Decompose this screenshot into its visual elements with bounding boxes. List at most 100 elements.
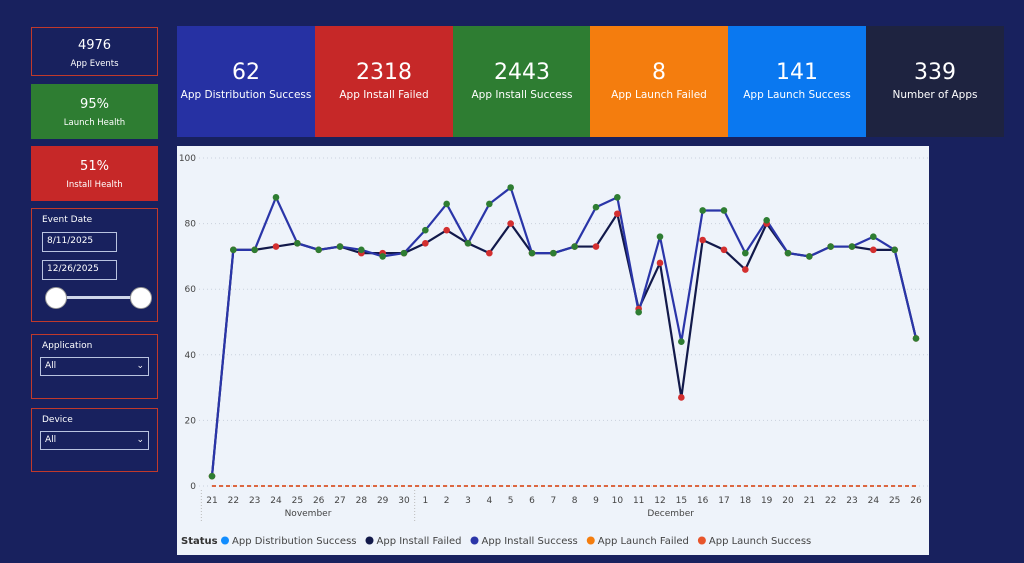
series-line bbox=[210, 185, 918, 477]
y-tick-label: 40 bbox=[185, 351, 197, 361]
kpi-card: 2318 App Install Failed bbox=[315, 26, 453, 137]
point-marker bbox=[614, 194, 621, 201]
point-marker bbox=[635, 308, 642, 316]
kpi-value: 62 bbox=[232, 60, 260, 85]
card-label: Launch Health bbox=[63, 118, 126, 128]
slicer-title: Event Date bbox=[42, 215, 93, 225]
x-tick-label: 21 bbox=[804, 496, 815, 506]
slider-handle[interactable] bbox=[130, 287, 152, 309]
kpi-label: App Install Failed bbox=[339, 89, 429, 101]
legend-title: Status bbox=[181, 536, 218, 547]
point-marker bbox=[891, 246, 898, 254]
x-tick-label: 1 bbox=[422, 496, 428, 506]
point-marker bbox=[742, 266, 749, 273]
x-tick-label: 2 bbox=[444, 496, 450, 506]
y-tick-label: 100 bbox=[179, 154, 196, 164]
point-marker bbox=[422, 239, 429, 247]
x-tick-label: 20 bbox=[782, 496, 794, 506]
x-tick-label: 23 bbox=[846, 496, 857, 506]
point-marker bbox=[806, 253, 813, 260]
point-marker bbox=[358, 246, 365, 254]
x-group-label: November bbox=[285, 509, 332, 519]
point-marker bbox=[443, 200, 450, 208]
kpi-card: 8 App Launch Failed bbox=[590, 26, 728, 137]
y-tick-label: 80 bbox=[185, 220, 197, 230]
y-tick-label: 0 bbox=[190, 482, 196, 492]
device-slicer[interactable]: Device All ⌄ bbox=[31, 408, 158, 472]
x-tick-label: 7 bbox=[550, 496, 556, 506]
legend-label: App Launch Failed bbox=[598, 536, 689, 547]
point-marker bbox=[827, 243, 834, 250]
legend-label: App Launch Success bbox=[709, 536, 811, 547]
x-tick-label: 4 bbox=[486, 496, 492, 506]
kpi-label: App Distribution Success bbox=[180, 89, 312, 101]
date-end-input[interactable]: 12/26/2025 bbox=[42, 260, 117, 280]
slider-handle[interactable] bbox=[45, 287, 67, 309]
point-marker bbox=[507, 220, 514, 227]
x-tick-label: 26 bbox=[313, 496, 325, 506]
kpi-value: 339 bbox=[914, 60, 956, 85]
point-marker bbox=[699, 236, 706, 244]
x-tick-label: 15 bbox=[676, 496, 687, 506]
x-tick-label: 17 bbox=[718, 496, 729, 506]
x-tick-label: 11 bbox=[633, 496, 644, 506]
kpi-value: 141 bbox=[776, 60, 818, 85]
point-marker bbox=[678, 394, 685, 401]
card-value: 51% bbox=[80, 159, 109, 174]
kpi-label: Number of Apps bbox=[892, 89, 978, 101]
point-marker bbox=[208, 472, 216, 480]
x-tick-label: 21 bbox=[206, 496, 217, 506]
slicer-title: Device bbox=[42, 415, 73, 425]
kpi-card: 2443 App Install Success bbox=[453, 26, 591, 137]
point-marker bbox=[272, 194, 280, 201]
date-end: 12/26/2025 bbox=[47, 264, 99, 274]
legend-swatch bbox=[697, 536, 706, 545]
x-tick-label: 8 bbox=[572, 496, 578, 506]
kpi-label: App Launch Success bbox=[743, 89, 851, 101]
point-marker bbox=[720, 207, 728, 214]
point-marker bbox=[848, 243, 856, 250]
slicer-title: Application bbox=[42, 341, 93, 351]
kpi-card: 141 App Launch Success bbox=[728, 26, 866, 137]
point-marker bbox=[464, 239, 472, 247]
x-tick-label: 5 bbox=[508, 496, 514, 506]
point-marker bbox=[315, 246, 322, 254]
kpi-value: 2443 bbox=[494, 60, 550, 85]
application-slicer[interactable]: Application All ⌄ bbox=[31, 334, 158, 399]
point-marker bbox=[272, 243, 280, 250]
application-dropdown[interactable]: All ⌄ bbox=[40, 357, 149, 376]
x-tick-label: 9 bbox=[593, 496, 599, 506]
point-marker bbox=[336, 243, 344, 250]
kpi-label: App Launch Failed bbox=[611, 89, 707, 101]
legend-label: App Install Success bbox=[482, 536, 578, 547]
x-tick-label: 6 bbox=[529, 496, 535, 506]
x-tick-label: 18 bbox=[740, 496, 752, 506]
date-start: 8/11/2025 bbox=[47, 236, 94, 246]
date-start-input[interactable]: 8/11/2025 bbox=[42, 232, 117, 252]
date-slicer[interactable]: Event Date 8/11/2025 12/26/2025 bbox=[31, 208, 158, 322]
x-tick-label: 22 bbox=[228, 496, 239, 506]
card-label: App Events bbox=[70, 59, 119, 69]
point-marker bbox=[678, 338, 685, 345]
point-marker bbox=[230, 246, 237, 254]
x-tick-label: 25 bbox=[292, 496, 303, 506]
x-tick-label: 19 bbox=[761, 496, 773, 506]
device-dropdown[interactable]: All ⌄ bbox=[40, 431, 149, 450]
point-marker bbox=[763, 217, 770, 224]
point-marker bbox=[592, 243, 600, 250]
point-marker bbox=[550, 249, 557, 257]
x-tick-label: 30 bbox=[398, 496, 410, 506]
x-tick-label: 12 bbox=[654, 496, 665, 506]
kpi-value: 2318 bbox=[356, 60, 412, 85]
legend-label: App Install Failed bbox=[377, 536, 462, 547]
card-install-health: 51% Install Health bbox=[31, 146, 158, 201]
point-marker bbox=[571, 243, 578, 250]
point-marker bbox=[656, 259, 664, 267]
card-app-events: 4976 App Events bbox=[31, 27, 158, 76]
point-marker bbox=[870, 233, 877, 241]
point-marker bbox=[507, 184, 514, 191]
legend-label: App Distribution Success bbox=[232, 536, 357, 547]
x-tick-label: 3 bbox=[465, 496, 471, 506]
point-marker bbox=[784, 249, 792, 257]
